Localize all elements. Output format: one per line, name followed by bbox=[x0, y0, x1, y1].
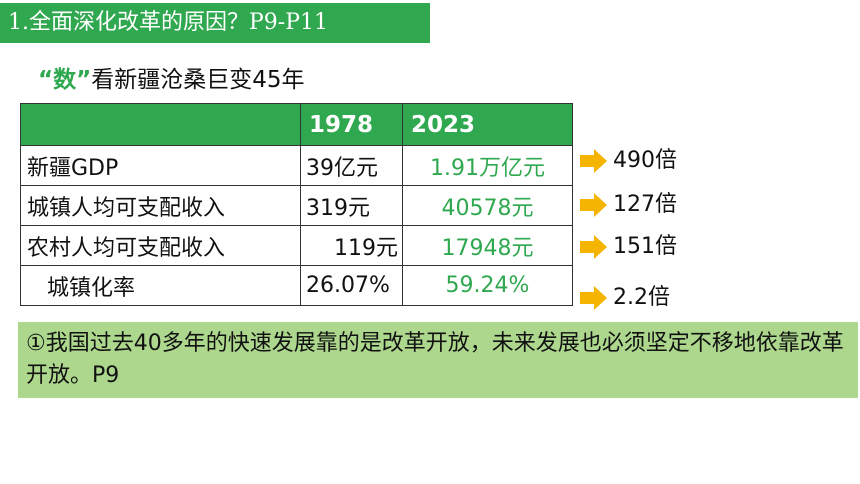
arrow-right-icon bbox=[580, 199, 594, 211]
header-cell-1978: 1978 bbox=[300, 103, 403, 146]
ratio-urbanization: 2.2倍 bbox=[580, 279, 670, 311]
value-1978: 26.07% bbox=[300, 265, 403, 306]
ratio-value: 2.2倍 bbox=[613, 285, 670, 310]
row-label: 新疆GDP bbox=[20, 145, 301, 186]
ratio-rural-income: 151倍 bbox=[580, 228, 677, 260]
ratio-value: 151倍 bbox=[613, 234, 677, 259]
value-1978: 39亿元 bbox=[300, 145, 403, 186]
section-title: 1.全面深化改革的原因？P9-P11 bbox=[0, 3, 430, 43]
header-cell-empty bbox=[20, 103, 301, 146]
ratio-gdp: 490倍 bbox=[580, 142, 677, 174]
row-label: 城镇化率 bbox=[20, 265, 301, 306]
comparison-table: 1978 2023 新疆GDP 39亿元 1.91万亿元 城镇人均可支配收入 3… bbox=[20, 103, 573, 306]
table-row: 城镇人均可支配收入 319元 40578元 bbox=[20, 185, 573, 226]
subtitle: “数”看新疆沧桑巨变45年 bbox=[38, 60, 305, 94]
arrow-head bbox=[594, 149, 607, 173]
table-row: 城镇化率 26.07% 59.24% bbox=[20, 265, 573, 306]
table-row: 新疆GDP 39亿元 1.91万亿元 bbox=[20, 145, 573, 186]
arrow-right-icon bbox=[580, 292, 594, 304]
ratio-urban-income: 127倍 bbox=[580, 186, 677, 218]
arrow-head bbox=[594, 235, 607, 259]
row-label: 城镇人均可支配收入 bbox=[20, 185, 301, 226]
arrow-right-icon bbox=[580, 155, 594, 167]
value-2023: 1.91万亿元 bbox=[402, 145, 573, 186]
ratio-value: 490倍 bbox=[613, 148, 677, 173]
ratio-value: 127倍 bbox=[613, 192, 677, 217]
arrow-right-icon bbox=[580, 241, 594, 253]
subtitle-text: 看新疆沧桑巨变45年 bbox=[91, 67, 305, 93]
value-2023: 59.24% bbox=[402, 265, 573, 306]
header-cell-2023: 2023 bbox=[402, 103, 573, 146]
subtitle-quoted: “数” bbox=[38, 67, 92, 93]
table-header-row: 1978 2023 bbox=[20, 103, 573, 146]
value-1978: 319元 bbox=[300, 185, 403, 226]
arrow-head bbox=[594, 286, 607, 310]
value-2023: 17948元 bbox=[402, 225, 573, 266]
conclusion-box: ①我国过去40多年的快速发展靠的是改革开放，未来发展也必须坚定不移地依靠改革开放… bbox=[18, 322, 858, 398]
table-row: 农村人均可支配收入 119元 17948元 bbox=[20, 225, 573, 266]
row-label: 农村人均可支配收入 bbox=[20, 225, 301, 266]
value-1978: 119元 bbox=[300, 225, 403, 266]
value-2023: 40578元 bbox=[402, 185, 573, 226]
arrow-head bbox=[594, 193, 607, 217]
